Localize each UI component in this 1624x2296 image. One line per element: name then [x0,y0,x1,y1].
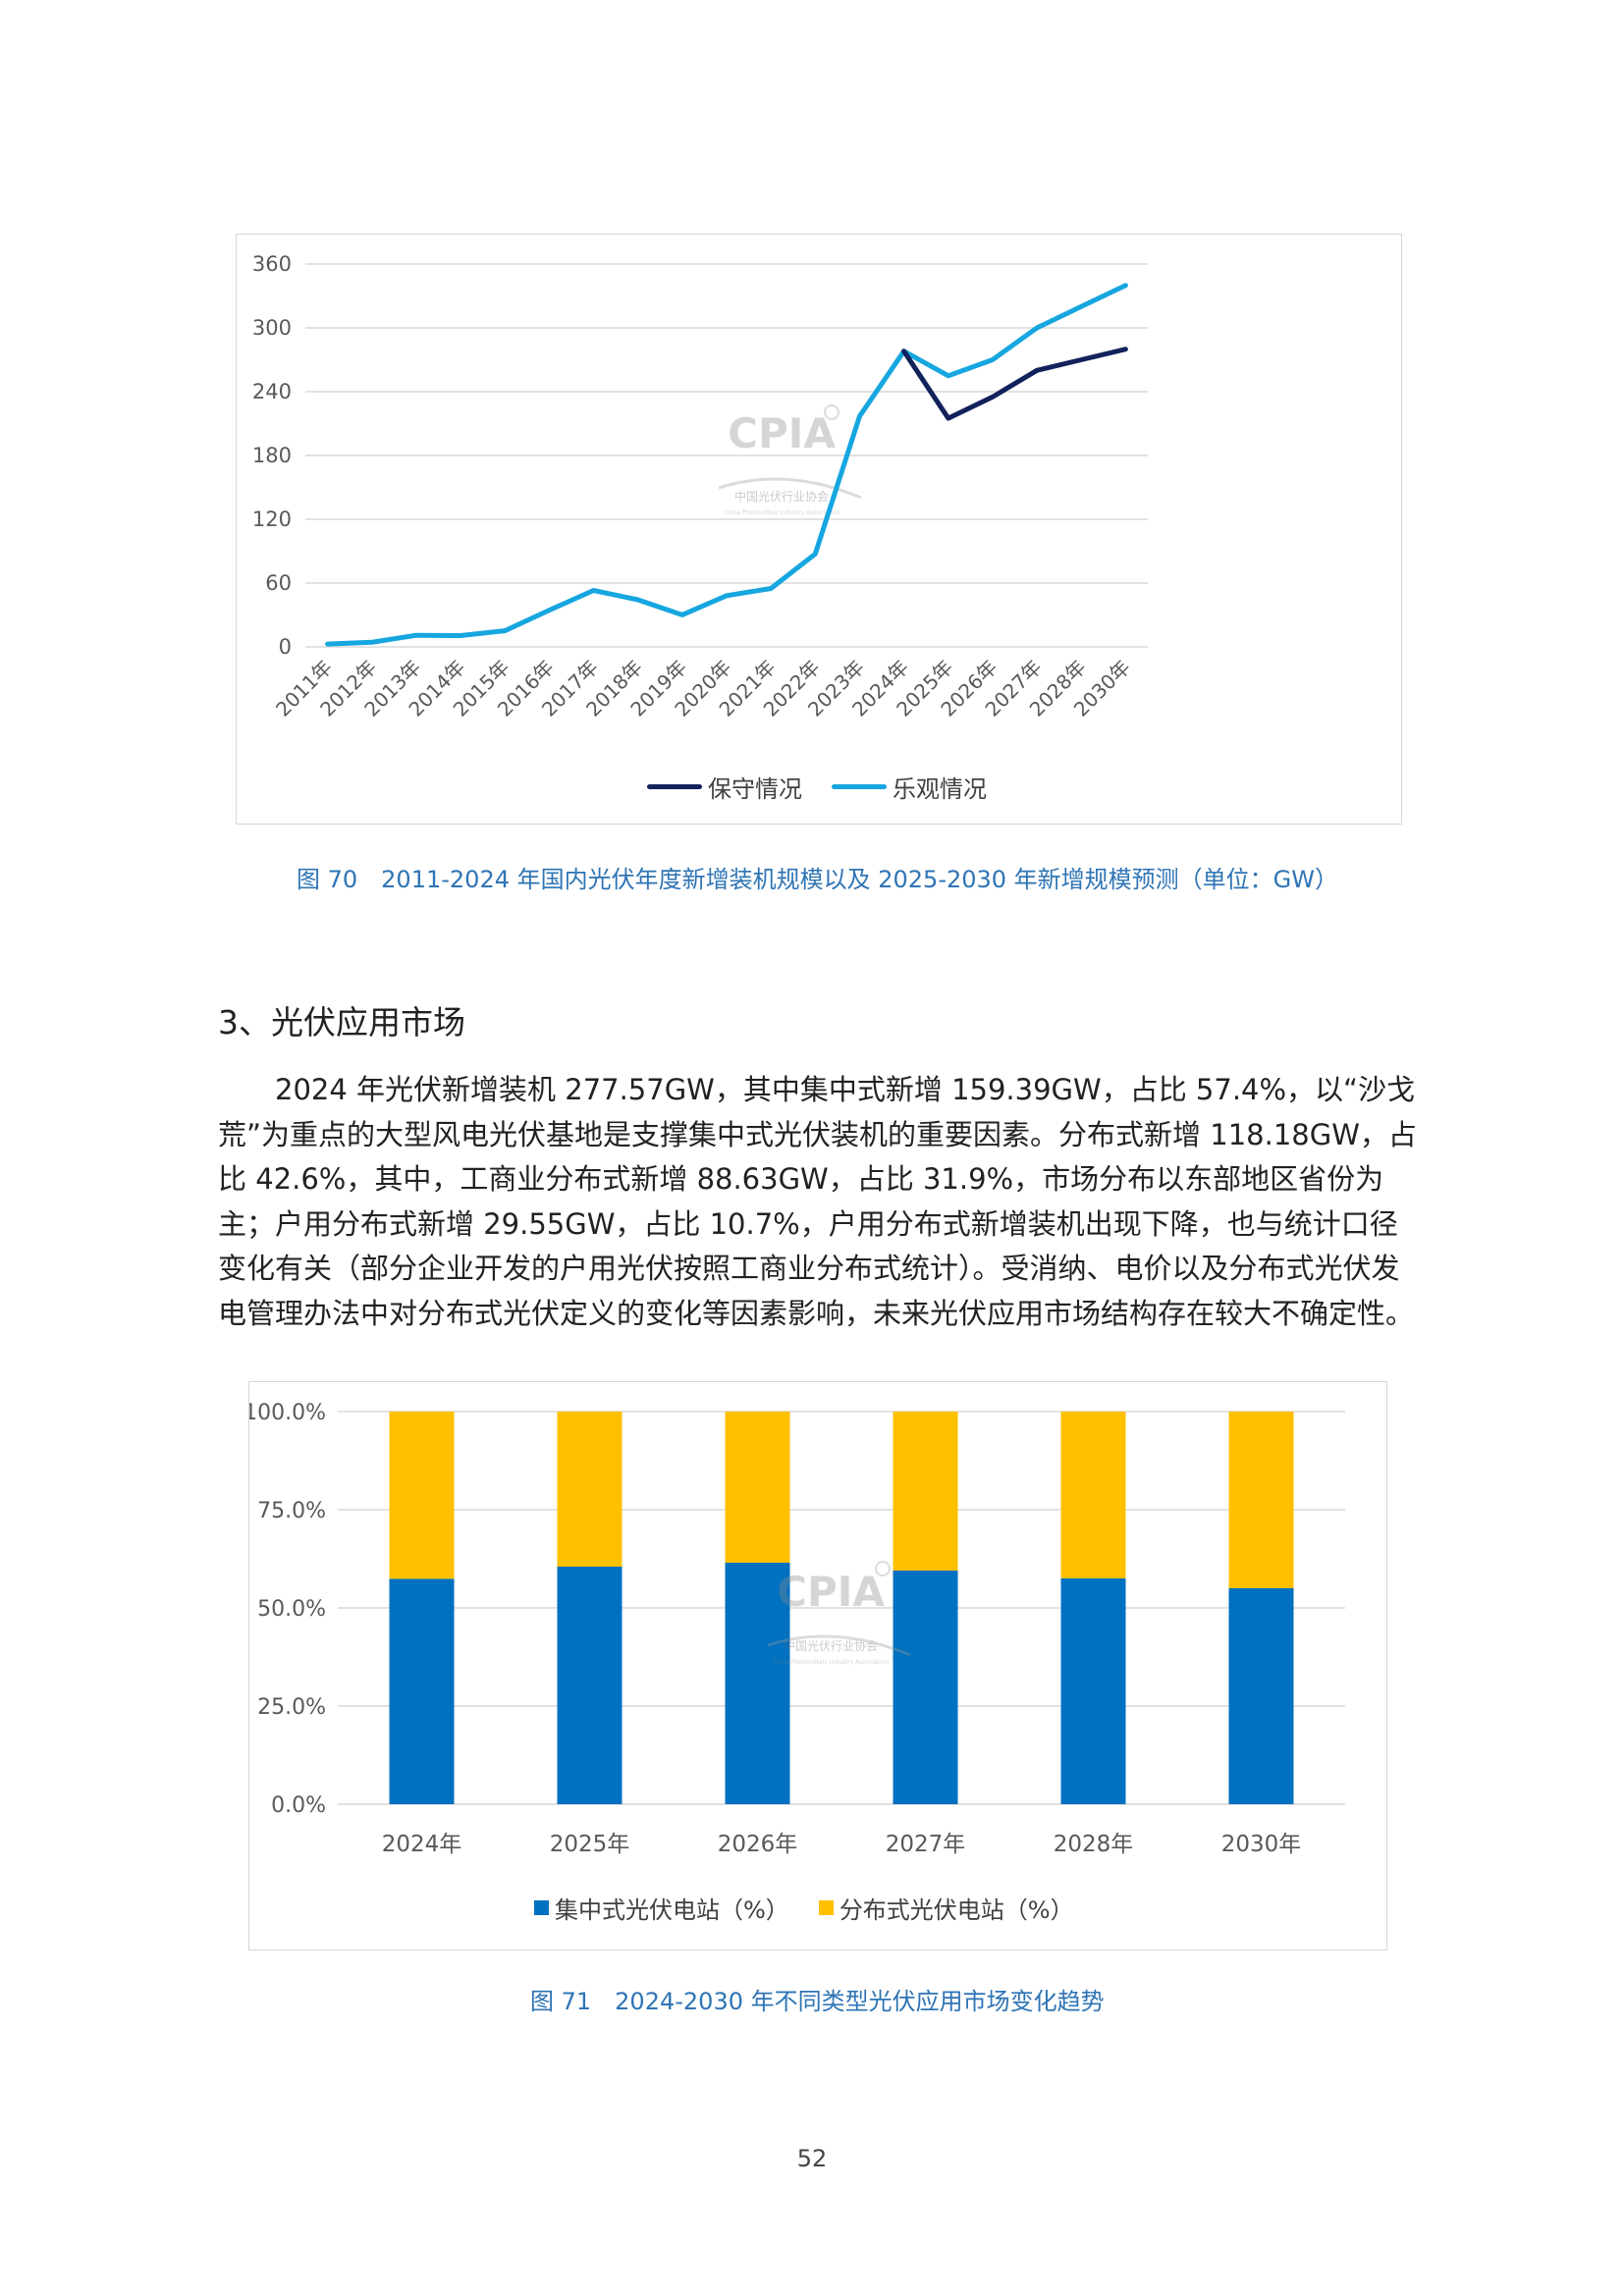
legend-swatch-conservative [647,784,702,789]
figure70-caption: 图 70 2011-2024 年国内光伏年度新增装机规模以及 2025-2030… [297,866,1339,893]
legend-item-optimistic: 乐观情况 [832,770,987,804]
legend-item-centralized: 集中式光伏电站（%） [534,1891,789,1925]
chart71-legend: 集中式光伏电站（%） 分布式光伏电站（%） [534,1891,1104,1925]
x-tick-label: 2025年 [550,1832,630,1857]
bar-centralized [1060,1578,1126,1804]
y-tick-label: 0.0% [271,1793,326,1818]
series-line-optimistic [325,283,1128,647]
legend-swatch-distributed [818,1900,834,1915]
legend-item-conservative: 保守情况 [647,770,802,804]
x-tick-label: 2028年 [1054,1832,1134,1857]
bar-centralized [557,1567,623,1804]
legend-label-centralized: 集中式光伏电站（%） [555,1896,789,1924]
watermark-line1: 中国光伏行业协会 [734,489,829,504]
y-tick-label: 300 [252,316,292,340]
x-tick-label: 2030年 [1221,1832,1302,1857]
y-tick-label: 240 [252,380,292,403]
bar-centralized [1228,1588,1294,1804]
legend-swatch-optimistic [832,784,887,789]
y-tick-label: 75.0% [257,1499,326,1523]
y-tick-label: 60 [265,571,292,595]
x-tick-label: 2026年 [718,1832,798,1857]
bar-distributed [557,1412,623,1567]
bar-centralized [893,1571,958,1804]
x-tick-label: 2024年 [382,1832,462,1857]
cpia-watermark: CPIA 中国光伏行业协会 China Photovoltaic Industr… [718,404,862,516]
cpia-watermark: CPIA 中国光伏行业协会 China Photovoltaic Industr… [767,1561,911,1666]
watermark-line2: China Photovoltaic Industry Association [724,509,840,516]
watermark-line1: 中国光伏行业协会 [784,1638,878,1653]
section-heading: 3、光伏应用市场 [218,1003,465,1041]
watermark-logo: CPIA [777,1568,885,1616]
bar-distributed [725,1412,790,1563]
figure70-chart: 0 60 120 180 240 300 360 CPIA 中国光伏行业协会 China P… [236,234,1402,825]
y-tick-label: 180 [252,444,292,467]
bar-distributed [893,1412,958,1571]
bar-distributed [389,1412,455,1579]
x-tick-label: 2027年 [886,1832,966,1857]
y-tick-label: 120 [252,507,292,531]
legend-label-optimistic: 乐观情况 [893,775,987,803]
figure71-caption: 图 71 2024-2030 年不同类型光伏应用市场变化趋势 [530,1988,1105,2015]
y-tick-label: 100.0% [249,1401,326,1425]
stacked-bar-chart-svg: 0.0% 25.0% 50.0% 75.0% 100.0% CPIA 中国光伏行业协会 … [249,1401,1345,1857]
legend-item-distributed: 分布式光伏电站（%） [818,1891,1074,1925]
legend-label-distributed: 分布式光伏电站（%） [839,1896,1074,1924]
bar-distributed [1228,1412,1294,1588]
bar-centralized [725,1563,790,1804]
series-line-conservative [901,347,1128,421]
legend-swatch-centralized [534,1900,549,1915]
figure71-chart: 0.0% 25.0% 50.0% 75.0% 100.0% CPIA 中国光伏行业协会 … [248,1381,1387,1950]
y-tick-label: 0 [279,635,292,659]
watermark-logo: CPIA [728,409,836,457]
y-tick-label: 360 [252,252,292,276]
section-paragraph: 2024 年光伏新增装机 277.57GW，其中集中式新增 159.39GW，占… [218,1073,1417,1330]
watermark-line2: China Photovoltaic Industry Association [773,1659,890,1666]
legend-label-conservative: 保守情况 [708,775,802,803]
line-chart-svg: 0 60 120 180 240 300 360 CPIA 中国光伏行业协会 China P… [252,252,1148,721]
chart70-legend: 保守情况 乐观情况 [647,770,1016,804]
y-tick-label: 50.0% [257,1597,326,1622]
y-tick-label: 25.0% [257,1695,326,1720]
bar-centralized [389,1578,455,1804]
page-number: 52 [796,2145,828,2172]
bar-distributed [1060,1412,1126,1578]
